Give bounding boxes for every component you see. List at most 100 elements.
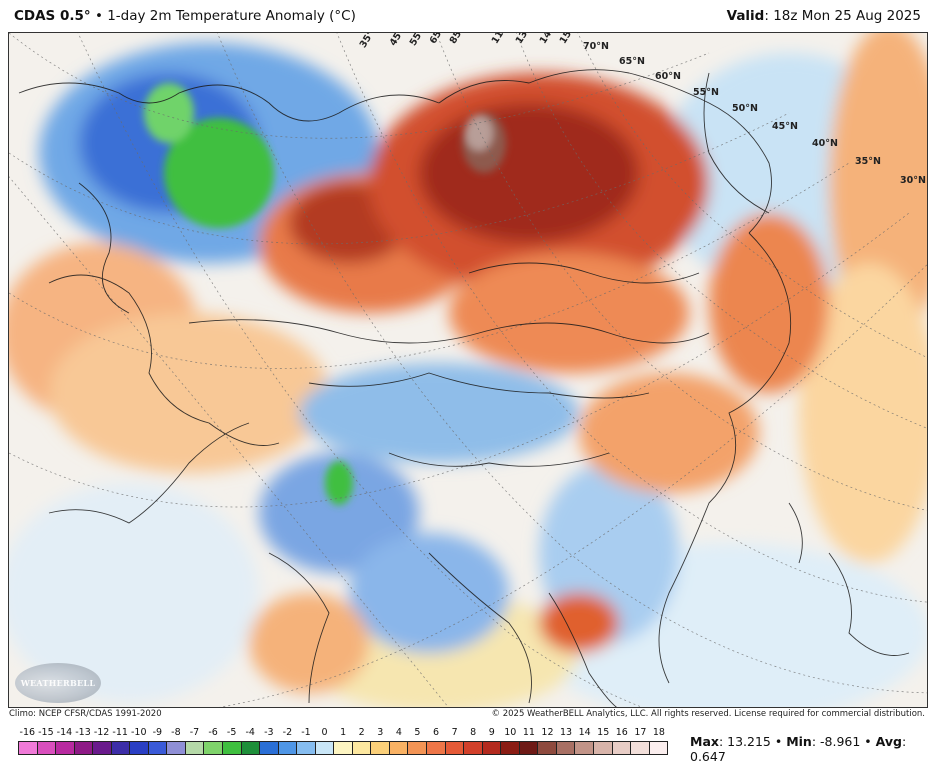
colorbar-swatch — [278, 742, 298, 754]
colorbar-swatch — [315, 742, 335, 754]
colorbar-tick-label: -13 — [75, 727, 91, 738]
copyright-note: © 2025 WeatherBELL Analytics, LLC. All r… — [491, 709, 925, 719]
colorbar-tick-label: 11 — [522, 727, 535, 738]
colorbar-tick-label: 12 — [541, 727, 554, 738]
colorbar-swatch — [649, 742, 668, 754]
lat-label-55n: 55°N — [693, 87, 719, 98]
colorbar-swatch — [19, 742, 38, 754]
lat-label-30n: 30°N — [900, 175, 926, 186]
colorbar-tick-label: 0 — [321, 727, 328, 738]
lat-label-70n: 70°N — [583, 41, 609, 52]
max-label: Max — [690, 734, 719, 749]
colorbar-tick-label: -9 — [152, 727, 163, 738]
climo-note: Climo: NCEP CFSR/CDAS 1991-2020 — [9, 709, 162, 719]
colorbar-swatch — [593, 742, 613, 754]
colorbar-tick-label: 16 — [615, 727, 628, 738]
field-stats: Max: 13.215 • Min: -8.961 • Avg: 0.647 — [690, 734, 935, 764]
colorbar-tick-label: 4 — [395, 727, 402, 738]
weatherbell-logo: WEATHERBELL — [15, 663, 101, 703]
lat-label-35n: 35°N — [855, 156, 881, 167]
logo-text: WEATHERBELL — [20, 678, 96, 688]
colorbar-swatch — [538, 742, 557, 754]
colorbar-tick-label: -7 — [189, 727, 200, 738]
colorbar-swatch — [631, 742, 650, 754]
colorbar-swatch — [130, 742, 149, 754]
colorbar-swatch — [56, 742, 75, 754]
colorbar-tick-label: -1 — [301, 727, 311, 738]
colorbar-tick-label: -3 — [264, 727, 274, 738]
lat-label-40n: 40°N — [812, 138, 838, 149]
colorbar-swatch — [204, 742, 224, 754]
colorbar-swatch — [352, 742, 372, 754]
model-name: CDAS 0.5° — [14, 8, 91, 24]
colorbar-swatch — [556, 742, 576, 754]
colorbar-tick-label: 15 — [597, 727, 610, 738]
max-value: : 13.215 — [718, 734, 771, 749]
colorbar-tick-label: 13 — [560, 727, 573, 738]
min-value: : -8.961 — [811, 734, 861, 749]
colorbar-tick-label: -5 — [226, 727, 237, 738]
colorbar-tick-label: 17 — [634, 727, 647, 738]
colorbar-swatch — [260, 742, 279, 754]
colorbar-swatch — [389, 742, 409, 754]
colorbar-tick-label: -16 — [19, 727, 36, 738]
colorbar-tick-label: -12 — [93, 727, 110, 738]
colorbar-swatch — [37, 742, 57, 754]
colorbar-swatch — [427, 742, 446, 754]
colorbar-tick-label: -10 — [130, 727, 147, 738]
colorbar-tick-label: 8 — [470, 727, 477, 738]
colorbar-swatch — [612, 742, 632, 754]
colorbar-tick-label: -14 — [56, 727, 73, 738]
colorbar-swatch — [371, 742, 390, 754]
colorbar-swatch — [167, 742, 186, 754]
lat-label-45n: 45°N — [772, 121, 798, 132]
colorbar-swatch — [445, 742, 465, 754]
colorbar-swatch — [74, 742, 94, 754]
colorbar-swatch — [519, 742, 539, 754]
colorbar-swatches — [18, 741, 668, 755]
colorbar: -16 -15 -14 -13 -12 -11 -10 -9 -8 -7 -6 -5 -4 -3 -2 -1 0… — [18, 727, 668, 755]
colorbar-tick-label: -8 — [171, 727, 181, 738]
valid-label: Valid — [726, 8, 765, 24]
colorbar-swatch — [111, 742, 131, 754]
colorbar-tick-label: -15 — [38, 727, 54, 738]
colorbar-tick-label: 1 — [340, 727, 347, 738]
valid-time: Valid: 18z Mon 25 Aug 2025 — [727, 8, 921, 24]
stats-sep: • — [770, 734, 787, 749]
avg-value: : 0.647 — [690, 734, 907, 764]
colorbar-tick-label: 6 — [432, 727, 440, 738]
lat-label-50n: 50°N — [732, 103, 758, 114]
product-name: 1-day 2m Temperature Anomaly (°C) — [107, 8, 356, 24]
colorbar-tick-label: 14 — [578, 727, 591, 738]
lat-label-65n: 65°N — [619, 56, 645, 67]
colorbar-swatch — [185, 742, 205, 754]
separator: • — [90, 8, 108, 24]
colorbar-tick-label: 5 — [414, 727, 421, 738]
anomaly-map[interactable]: 70°N 65°N 60°N 55°N 50°N 45°N 40°N 35°N … — [8, 32, 928, 708]
colorbar-tick-label: 2 — [358, 727, 365, 738]
colorbar-tick-label: 3 — [377, 727, 384, 738]
colorbar-swatch — [501, 742, 520, 754]
colorbar-swatch — [575, 742, 594, 754]
colorbar-tick-label: 18 — [652, 727, 665, 738]
colorbar-tick-label: 10 — [504, 727, 517, 738]
map-header: CDAS 0.5° • 1-day 2m Temperature Anomaly… — [0, 0, 935, 32]
valid-time-value: : 18z Mon 25 Aug 2025 — [764, 8, 921, 24]
colorbar-swatch — [148, 742, 168, 754]
colorbar-tick-label: 7 — [451, 727, 458, 738]
colorbar-swatch — [241, 742, 261, 754]
colorbar-swatch — [482, 742, 502, 754]
colorbar-tick-label: 9 — [488, 727, 495, 738]
colorbar-tick-label: -2 — [282, 727, 293, 738]
colorbar-tick-label: -4 — [245, 727, 255, 738]
colorbar-swatch — [408, 742, 428, 754]
colorbar-swatch — [93, 742, 112, 754]
avg-label: Avg — [875, 734, 902, 749]
colorbar-swatch — [223, 742, 242, 754]
colorbar-swatch — [464, 742, 483, 754]
colorbar-tick-label: -6 — [208, 727, 218, 738]
min-label: Min — [786, 734, 812, 749]
colorbar-tick-label: -11 — [112, 727, 128, 738]
colorbar-swatch — [334, 742, 353, 754]
colorbar-labels: -16 -15 -14 -13 -12 -11 -10 -9 -8 -7 -6 -5 -4 -3 -2 -1 0… — [18, 727, 668, 740]
